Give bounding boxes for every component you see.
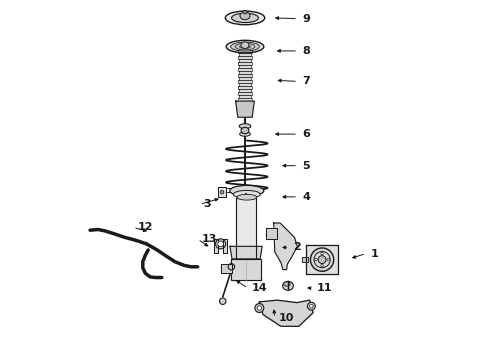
Polygon shape <box>239 89 251 92</box>
Polygon shape <box>239 83 251 86</box>
Ellipse shape <box>315 258 317 261</box>
Text: 11: 11 <box>317 283 332 293</box>
Ellipse shape <box>321 252 323 255</box>
Polygon shape <box>302 257 308 262</box>
Polygon shape <box>238 80 252 83</box>
Polygon shape <box>236 101 254 117</box>
Ellipse shape <box>235 43 255 50</box>
Polygon shape <box>238 98 252 101</box>
Ellipse shape <box>220 298 226 305</box>
Ellipse shape <box>284 282 290 286</box>
Text: 6: 6 <box>302 129 310 139</box>
Ellipse shape <box>311 248 334 271</box>
Polygon shape <box>239 53 251 56</box>
Ellipse shape <box>237 194 257 200</box>
Ellipse shape <box>216 239 225 249</box>
Text: 3: 3 <box>204 199 211 210</box>
Ellipse shape <box>225 11 265 25</box>
Polygon shape <box>239 71 251 74</box>
Polygon shape <box>306 245 338 274</box>
Polygon shape <box>274 223 297 270</box>
Ellipse shape <box>318 256 326 264</box>
Polygon shape <box>238 68 252 71</box>
Polygon shape <box>239 59 251 62</box>
Ellipse shape <box>230 185 264 196</box>
Ellipse shape <box>314 252 330 268</box>
Ellipse shape <box>257 306 262 310</box>
Ellipse shape <box>307 302 315 310</box>
Ellipse shape <box>283 281 294 290</box>
Polygon shape <box>214 239 218 253</box>
Ellipse shape <box>240 12 250 20</box>
Ellipse shape <box>255 303 264 312</box>
Ellipse shape <box>321 265 323 267</box>
Text: 8: 8 <box>302 46 310 56</box>
Text: 12: 12 <box>137 222 153 232</box>
Polygon shape <box>238 92 252 95</box>
Polygon shape <box>239 95 251 98</box>
Ellipse shape <box>232 13 258 23</box>
Polygon shape <box>221 264 232 273</box>
Ellipse shape <box>241 127 249 134</box>
Ellipse shape <box>241 42 249 48</box>
Text: 5: 5 <box>302 161 310 171</box>
Ellipse shape <box>233 190 260 198</box>
Polygon shape <box>266 228 276 239</box>
Polygon shape <box>231 259 261 280</box>
Text: 1: 1 <box>370 248 378 258</box>
Text: 10: 10 <box>279 313 294 323</box>
Text: 14: 14 <box>252 283 268 293</box>
Polygon shape <box>238 86 252 89</box>
Ellipse shape <box>231 42 259 51</box>
Polygon shape <box>238 74 252 77</box>
Polygon shape <box>238 62 252 65</box>
Polygon shape <box>236 198 256 259</box>
Text: 13: 13 <box>202 234 218 244</box>
Text: 7: 7 <box>302 76 310 86</box>
Polygon shape <box>239 65 251 68</box>
Ellipse shape <box>220 190 224 194</box>
Polygon shape <box>238 56 252 59</box>
Polygon shape <box>218 187 226 197</box>
Ellipse shape <box>327 258 329 261</box>
Text: 9: 9 <box>302 14 310 24</box>
Polygon shape <box>238 50 252 53</box>
Text: 2: 2 <box>294 242 301 252</box>
Ellipse shape <box>226 40 264 53</box>
Ellipse shape <box>218 241 223 247</box>
Polygon shape <box>239 77 251 80</box>
Polygon shape <box>230 246 262 259</box>
Ellipse shape <box>243 10 247 14</box>
Ellipse shape <box>310 305 313 308</box>
Polygon shape <box>223 239 227 253</box>
Ellipse shape <box>239 124 251 129</box>
Text: 4: 4 <box>302 192 310 202</box>
Ellipse shape <box>228 264 235 270</box>
Polygon shape <box>259 300 313 326</box>
Ellipse shape <box>240 45 250 48</box>
Ellipse shape <box>240 132 250 136</box>
